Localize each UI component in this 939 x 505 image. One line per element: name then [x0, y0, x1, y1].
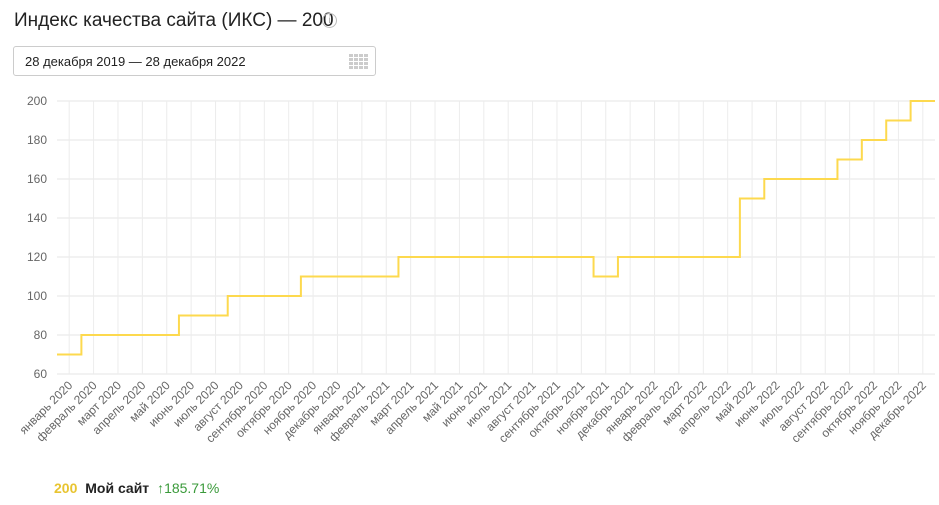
y-tick-label: 180 — [27, 133, 47, 147]
legend-value: 200 — [54, 480, 78, 496]
legend-change-value: 185.71% — [164, 480, 220, 496]
y-tick-label: 120 — [27, 250, 47, 264]
info-icon[interactable]: i — [322, 13, 337, 28]
date-range: 28 декабря 2019 — 28 декабря 2022 — [25, 54, 246, 69]
legend: 200 Мой сайт ↑185.71% — [54, 480, 219, 496]
y-tick-label: 60 — [34, 367, 48, 381]
calendar-icon — [349, 54, 368, 69]
y-tick-label: 160 — [27, 172, 47, 186]
y-tick-label: 140 — [27, 211, 47, 225]
y-tick-label: 200 — [27, 94, 47, 108]
y-tick-label: 80 — [34, 328, 48, 342]
date-range-picker[interactable]: 28 декабря 2019 — 28 декабря 2022 — [13, 46, 376, 76]
legend-change: ↑185.71% — [157, 480, 220, 496]
series-line — [57, 100, 935, 356]
legend-name: Мой сайт — [85, 480, 150, 496]
y-tick-label: 100 — [27, 289, 47, 303]
page-title: Индекс качества сайта (ИКС) — 200 — [14, 10, 334, 31]
